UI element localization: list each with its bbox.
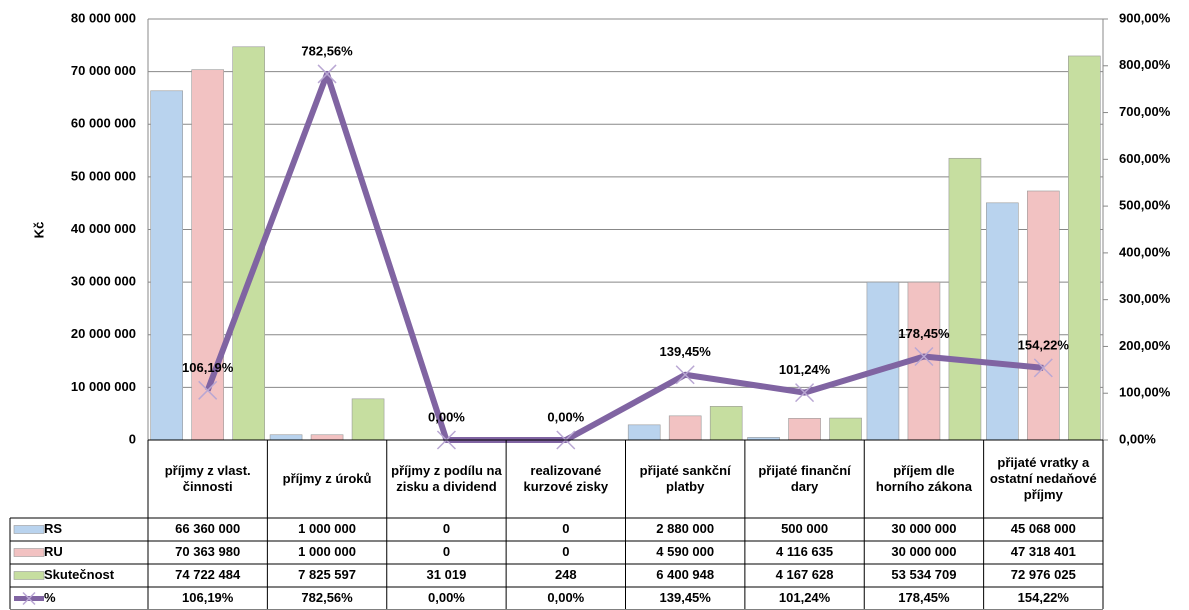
table-value: 4 167 628 — [776, 567, 834, 582]
y-tick-label: 40 000 000 — [71, 221, 136, 236]
table-value: 139,45% — [660, 590, 712, 605]
table-value: 66 360 000 — [175, 521, 240, 536]
y2-tick-label: 500,00% — [1119, 198, 1171, 213]
legend-label: RU — [44, 544, 63, 559]
y2-tick-label: 900,00% — [1119, 10, 1171, 25]
bar — [788, 418, 821, 441]
y-tick-label: 70 000 000 — [71, 63, 136, 78]
y2-tick-label: 800,00% — [1119, 57, 1171, 72]
y-axis-title: Kč — [31, 222, 46, 239]
bar — [191, 69, 224, 441]
marker — [795, 383, 815, 403]
bar — [709, 406, 743, 441]
y2-tick-label: 200,00% — [1119, 338, 1171, 353]
y2-tick-label: 400,00% — [1119, 244, 1171, 259]
data-label: 178,45% — [898, 326, 950, 341]
data-label: 0,00% — [547, 409, 584, 424]
legend-key — [13, 571, 45, 580]
bar — [668, 415, 702, 441]
bar — [1027, 190, 1060, 441]
data-label: 139,45% — [660, 344, 712, 359]
table-value: 500 000 — [781, 521, 828, 536]
table-value: 154,22% — [1018, 590, 1070, 605]
category-label: příjmy z úroků — [282, 471, 372, 486]
marker — [317, 64, 337, 84]
table-value: 47 318 401 — [1011, 544, 1076, 559]
bar — [150, 90, 183, 441]
category-label: realizované kurzové zisky — [523, 463, 609, 494]
table-value: 2 880 000 — [656, 521, 714, 536]
y-tick-label: 0 — [129, 431, 136, 446]
category-label: přijaté sankční platby — [639, 463, 731, 494]
legend-label: % — [44, 590, 56, 605]
y-tick-label: 50 000 000 — [71, 168, 136, 183]
y2-tick-label: 0,00% — [1119, 431, 1156, 446]
category-label: přijaté finanční dary — [758, 463, 851, 494]
table-value: 1 000 000 — [298, 544, 356, 559]
table-value: 0 — [443, 544, 450, 559]
data-label: 106,19% — [182, 360, 234, 375]
table-value: 0,00% — [428, 590, 465, 605]
bar — [627, 424, 661, 441]
table-value: 70 363 980 — [175, 544, 240, 559]
table-value: 45 068 000 — [1011, 521, 1076, 536]
category-label: přijaté vratky a ostatní nedaňové příjmy — [989, 455, 1097, 502]
table-value: 0,00% — [547, 590, 584, 605]
category-label: příjmy z podílu na zisku a dividend — [391, 463, 502, 494]
marker — [1033, 358, 1053, 378]
bar — [1068, 55, 1101, 441]
legend-label: RS — [44, 521, 62, 536]
table-value: 74 722 484 — [175, 567, 241, 582]
data-label: 101,24% — [779, 362, 831, 377]
y-tick-label: 30 000 000 — [71, 274, 136, 289]
bar — [948, 157, 982, 441]
y-tick-label: 60 000 000 — [71, 116, 136, 131]
table-value: 30 000 000 — [891, 521, 956, 536]
y-tick-label: 20 000 000 — [71, 326, 136, 341]
marker — [198, 380, 218, 400]
category-label: příjmy z vlast. činnosti — [164, 463, 251, 494]
table-value: 6 400 948 — [656, 567, 714, 582]
y2-tick-label: 100,00% — [1119, 385, 1171, 400]
table-value: 0 — [443, 521, 450, 536]
y2-tick-label: 600,00% — [1119, 151, 1171, 166]
table-value: 782,56% — [301, 590, 353, 605]
table-value: 53 534 709 — [891, 567, 956, 582]
y2-tick-label: 300,00% — [1119, 291, 1171, 306]
data-label: 0,00% — [428, 409, 465, 424]
y-tick-label: 10 000 000 — [71, 379, 136, 394]
bar — [232, 46, 265, 441]
legend-label: Skutečnost — [44, 567, 115, 582]
bar — [351, 398, 385, 441]
legend-key — [13, 548, 45, 557]
table-value: 31 019 — [427, 567, 467, 582]
bar — [829, 417, 862, 441]
table-value: 101,24% — [779, 590, 831, 605]
category-label: příjem dle horního zákona — [875, 463, 972, 494]
legend-key — [22, 591, 36, 606]
table-value: 4 590 000 — [656, 544, 714, 559]
table-value: 0 — [562, 521, 569, 536]
bar — [986, 202, 1019, 441]
table-value: 4 116 635 — [776, 544, 833, 559]
marker — [914, 346, 934, 367]
table-value: 106,19% — [182, 590, 234, 605]
data-label: 154,22% — [1018, 337, 1070, 352]
bar — [866, 281, 900, 441]
table-value: 72 976 025 — [1011, 567, 1076, 582]
line — [204, 70, 1044, 443]
table-value: 7 825 597 — [298, 567, 356, 582]
legend-key — [13, 525, 45, 534]
table-value: 248 — [555, 567, 577, 582]
y2-tick-label: 700,00% — [1119, 104, 1171, 119]
table-value: 30 000 000 — [891, 544, 956, 559]
table-value: 0 — [562, 544, 569, 559]
y-tick-label: 80 000 000 — [71, 10, 136, 25]
table-value: 178,45% — [898, 590, 950, 605]
marker — [675, 365, 695, 385]
table-value: 1 000 000 — [298, 521, 356, 536]
data-label: 782,56% — [301, 43, 353, 58]
